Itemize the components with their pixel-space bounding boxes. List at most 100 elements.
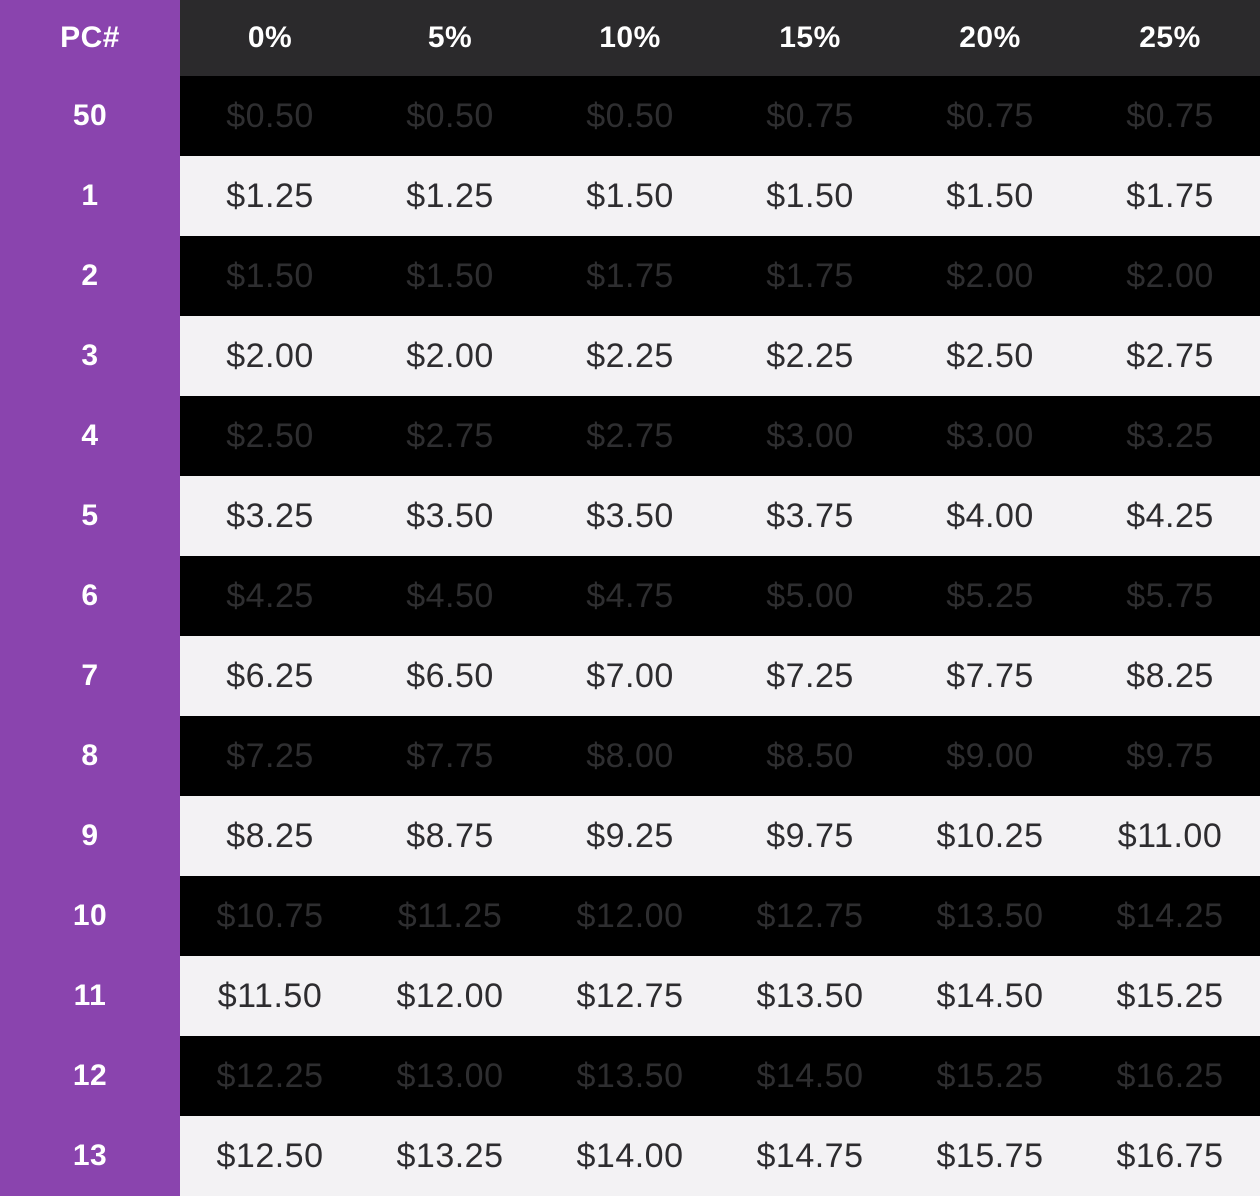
row-label: 9: [0, 796, 180, 876]
price-cell: $8.25: [1080, 636, 1260, 716]
price-cell: $13.25: [360, 1116, 540, 1196]
price-cell: $13.00: [360, 1036, 540, 1116]
price-cell: $6.50: [360, 636, 540, 716]
row-label: 12: [0, 1036, 180, 1116]
price-cell: $2.50: [180, 396, 360, 476]
price-cell: $0.50: [360, 76, 540, 156]
price-cell: $2.00: [180, 316, 360, 396]
price-cell: $3.00: [900, 396, 1080, 476]
price-cell: $3.75: [720, 476, 900, 556]
price-cell: $1.25: [180, 156, 360, 236]
price-cell: $9.00: [900, 716, 1080, 796]
price-cell: $4.25: [1080, 476, 1260, 556]
price-cell: $3.25: [1080, 396, 1260, 476]
price-cell: $1.75: [1080, 156, 1260, 236]
row-label: 8: [0, 716, 180, 796]
price-cell: $5.25: [900, 556, 1080, 636]
row-label: 11: [0, 956, 180, 1036]
row-label: 3: [0, 316, 180, 396]
price-cell: $10.75: [180, 876, 360, 956]
price-cell: $12.75: [540, 956, 720, 1036]
column-header: 25%: [1080, 0, 1260, 76]
price-cell: $2.75: [360, 396, 540, 476]
price-cell: $1.75: [720, 236, 900, 316]
price-cell: $11.00: [1080, 796, 1260, 876]
price-cell: $15.75: [900, 1116, 1080, 1196]
price-cell: $13.50: [900, 876, 1080, 956]
price-cell: $10.25: [900, 796, 1080, 876]
price-cell: $3.50: [540, 476, 720, 556]
price-cell: $5.75: [1080, 556, 1260, 636]
price-cell: $0.75: [900, 76, 1080, 156]
price-cell: $2.25: [720, 316, 900, 396]
price-cell: $9.75: [720, 796, 900, 876]
price-cell: $8.50: [720, 716, 900, 796]
price-cell: $1.25: [360, 156, 540, 236]
row-label: 1: [0, 156, 180, 236]
price-cell: $3.25: [180, 476, 360, 556]
price-cell: $8.75: [360, 796, 540, 876]
price-cell: $12.25: [180, 1036, 360, 1116]
price-cell: $0.50: [180, 76, 360, 156]
price-cell: $1.75: [540, 236, 720, 316]
price-cell: $14.50: [900, 956, 1080, 1036]
row-label: 13: [0, 1116, 180, 1196]
column-header: 5%: [360, 0, 540, 76]
price-cell: $1.50: [540, 156, 720, 236]
price-cell: $0.75: [720, 76, 900, 156]
price-cell: $16.75: [1080, 1116, 1260, 1196]
price-cell: $3.50: [360, 476, 540, 556]
row-label: 50: [0, 76, 180, 156]
price-cell: $2.75: [540, 396, 720, 476]
price-cell: $11.50: [180, 956, 360, 1036]
price-cell: $8.00: [540, 716, 720, 796]
price-cell: $2.50: [900, 316, 1080, 396]
column-header: 15%: [720, 0, 900, 76]
price-cell: $15.25: [900, 1036, 1080, 1116]
price-cell: $5.00: [720, 556, 900, 636]
price-cell: $2.75: [1080, 316, 1260, 396]
column-header: 0%: [180, 0, 360, 76]
price-cell: $1.50: [360, 236, 540, 316]
price-cell: $2.00: [1080, 236, 1260, 316]
price-cell: $14.25: [1080, 876, 1260, 956]
price-cell: $0.75: [1080, 76, 1260, 156]
price-cell: $6.25: [180, 636, 360, 716]
price-cell: $2.25: [540, 316, 720, 396]
price-cell: $4.50: [360, 556, 540, 636]
price-cell: $12.00: [540, 876, 720, 956]
price-cell: $2.00: [900, 236, 1080, 316]
row-label: 5: [0, 476, 180, 556]
price-cell: $7.00: [540, 636, 720, 716]
price-cell: $9.75: [1080, 716, 1260, 796]
price-cell: $3.00: [720, 396, 900, 476]
price-cell: $12.75: [720, 876, 900, 956]
price-cell: $9.25: [540, 796, 720, 876]
price-cell: $8.25: [180, 796, 360, 876]
price-cell: $13.50: [540, 1036, 720, 1116]
price-cell: $1.50: [180, 236, 360, 316]
price-cell: $13.50: [720, 956, 900, 1036]
price-cell: $0.50: [540, 76, 720, 156]
corner-header-pc-number: PC#: [0, 0, 180, 76]
row-label: 4: [0, 396, 180, 476]
price-cell: $4.00: [900, 476, 1080, 556]
column-header: 10%: [540, 0, 720, 76]
price-cell: $16.25: [1080, 1036, 1260, 1116]
row-label: 2: [0, 236, 180, 316]
price-cell: $1.50: [900, 156, 1080, 236]
row-label: 6: [0, 556, 180, 636]
column-header: 20%: [900, 0, 1080, 76]
price-cell: $7.75: [360, 716, 540, 796]
price-cell: $12.50: [180, 1116, 360, 1196]
price-cell: $2.00: [360, 316, 540, 396]
price-cell: $14.50: [720, 1036, 900, 1116]
price-cell: $14.75: [720, 1116, 900, 1196]
price-cell: $12.00: [360, 956, 540, 1036]
row-label: 10: [0, 876, 180, 956]
price-cell: $1.50: [720, 156, 900, 236]
price-cell: $4.25: [180, 556, 360, 636]
price-cell: $15.25: [1080, 956, 1260, 1036]
